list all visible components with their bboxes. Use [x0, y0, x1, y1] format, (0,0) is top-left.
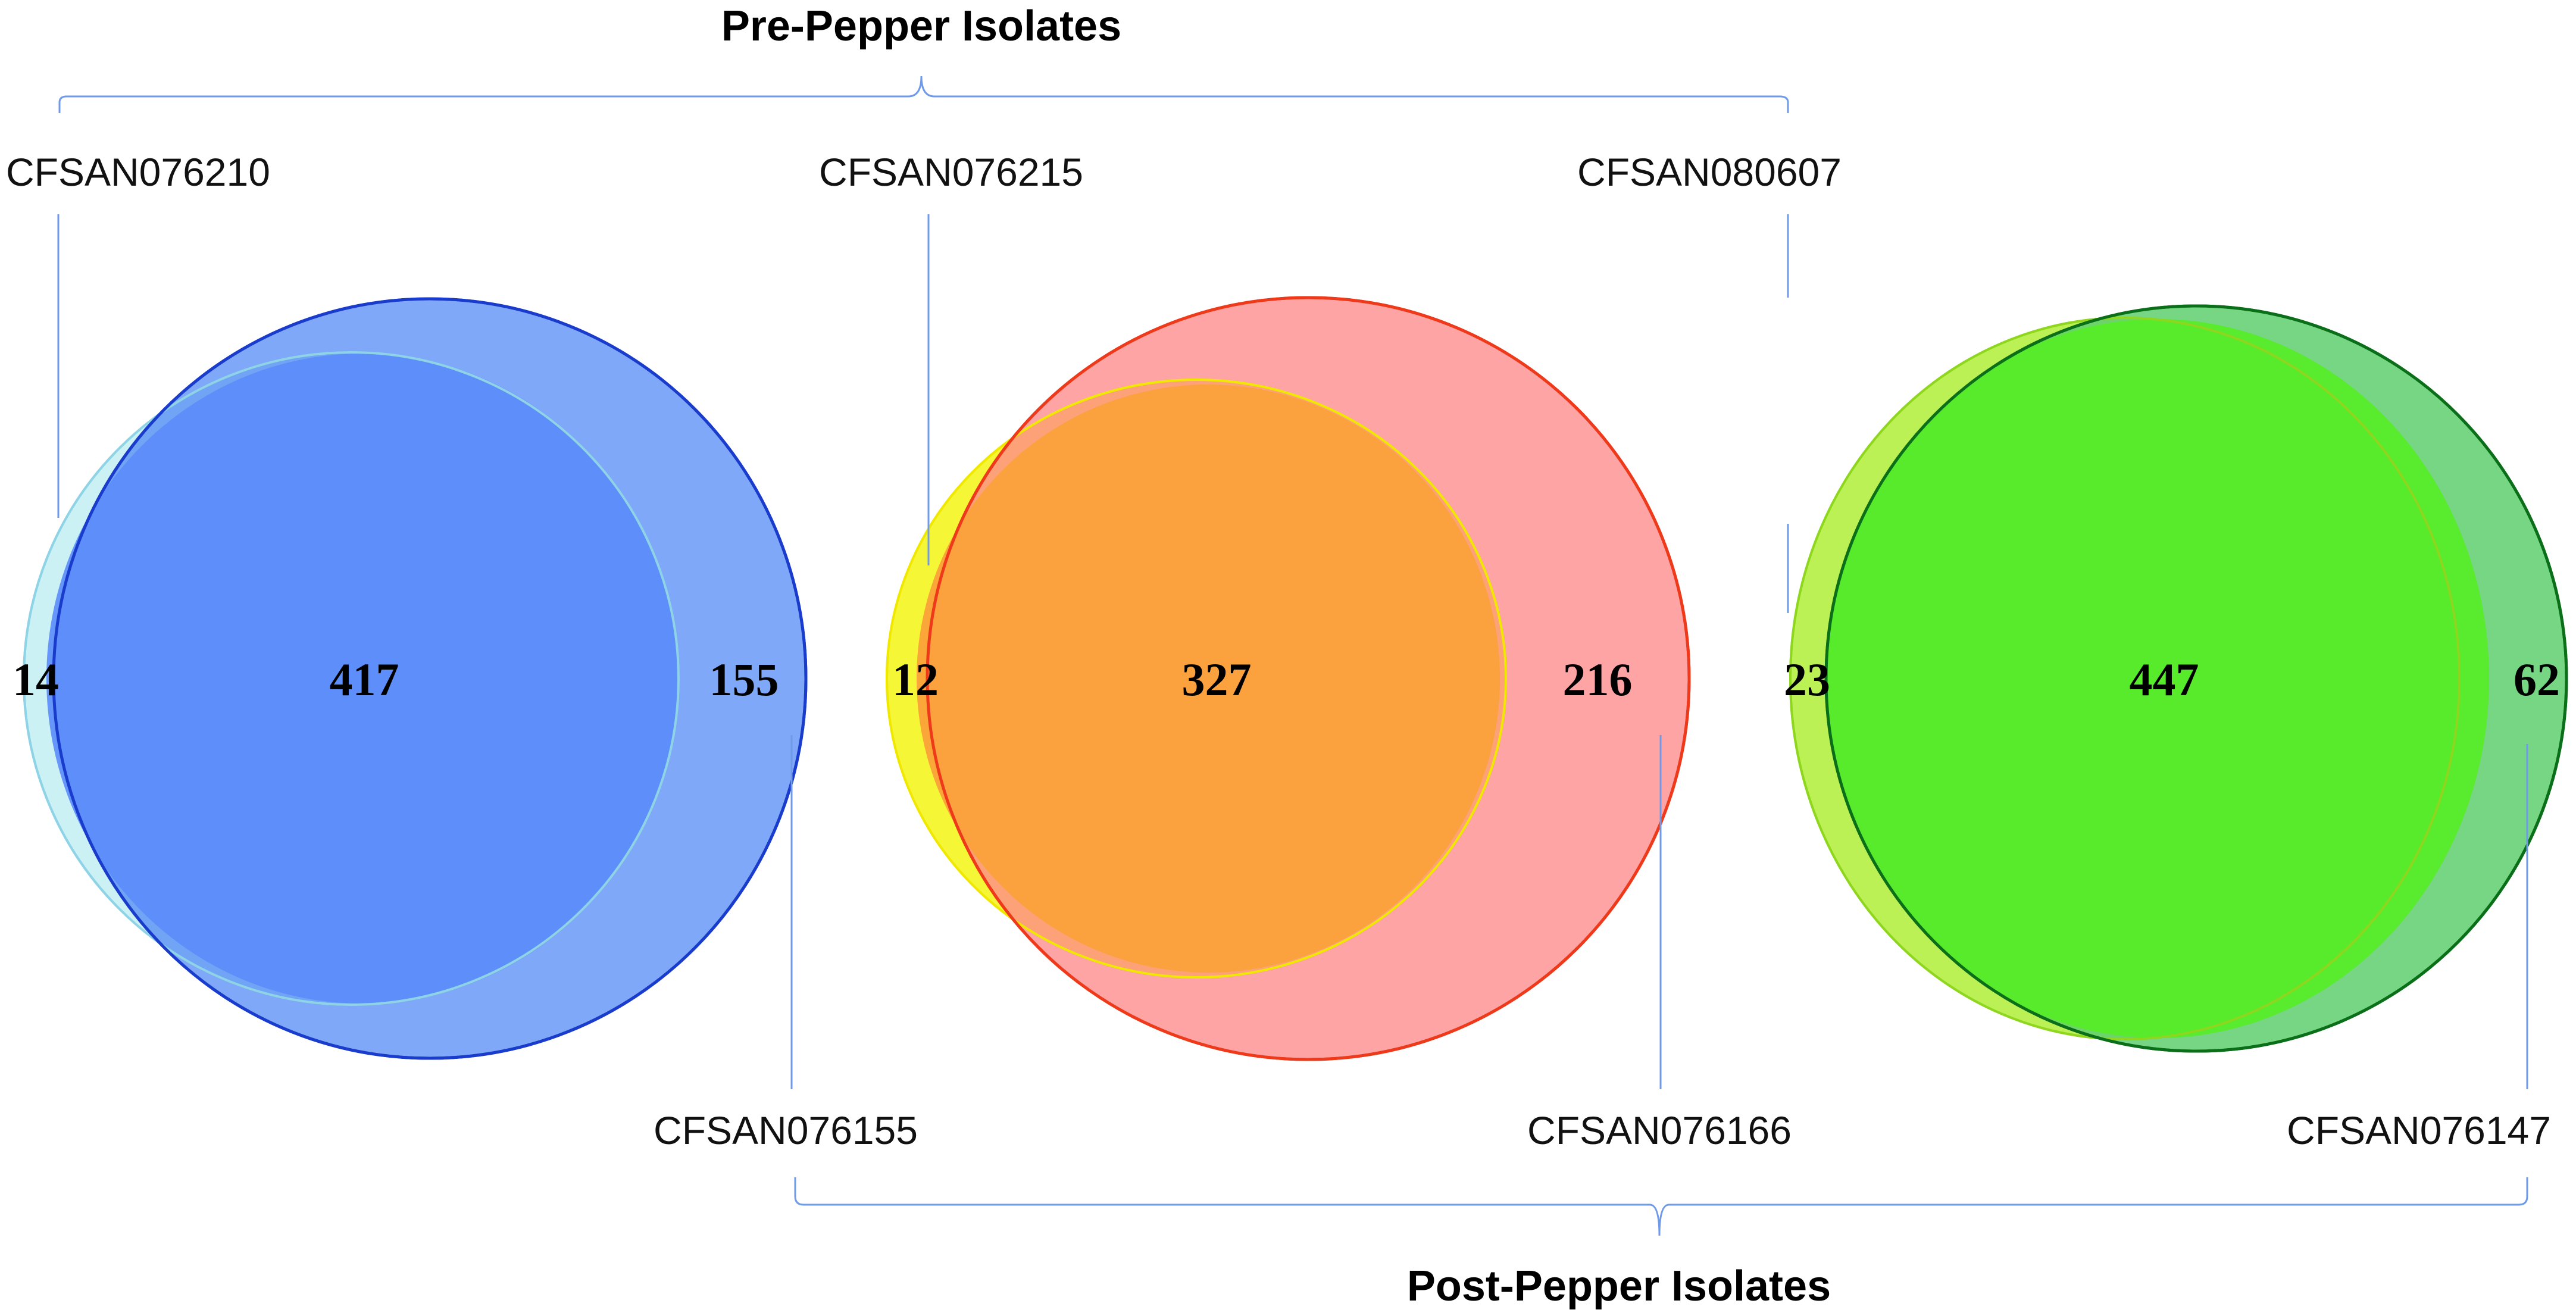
venn-1-post-isolate-label: CFSAN076155 — [654, 1108, 918, 1152]
venn-3-pre-isolate-label: CFSAN080607 — [1577, 150, 1842, 194]
venn-3-post-isolate-label: CFSAN076147 — [2287, 1108, 2551, 1152]
pre-pepper-title: Pre-Pepper Isolates — [721, 2, 1121, 50]
venn-1-shared-count: 417 — [330, 654, 399, 705]
venn-3-post-outline — [1824, 304, 2568, 1053]
venn-1-pre-only-count: 14 — [12, 654, 59, 705]
venn-2-overlap — [917, 385, 1500, 973]
venn-1-post-outline — [52, 297, 808, 1060]
pre-pepper-bracket — [58, 76, 1789, 113]
venn-3: 23 447 62 CFSAN080607 CFSAN076147 — [1577, 150, 2568, 1152]
venn-3-pre-only-count: 23 — [1784, 654, 1830, 705]
post-pepper-title: Post-Pepper Isolates — [1407, 1262, 1831, 1310]
venn-3-shared-count: 447 — [2130, 654, 2199, 705]
venn-3-overlap — [1827, 319, 2489, 1038]
venn-2-pre-isolate-label: CFSAN076215 — [819, 150, 1083, 194]
venn-1-pre-isolate-label: CFSAN076210 — [6, 150, 270, 194]
venn-3-pre-outline — [1789, 317, 2461, 1040]
post-pepper-bracket — [794, 1177, 2528, 1236]
venn-3-post-only-count: 62 — [2514, 654, 2560, 705]
venn-2-pre-outline — [886, 379, 1507, 979]
venn-2-post-only-count: 216 — [1563, 654, 1633, 705]
venn-2-shared-count: 327 — [1182, 654, 1252, 705]
venn-2-post-outline — [926, 296, 1691, 1061]
venn-1-overlap — [46, 354, 677, 1004]
venn-1-post-only-count: 155 — [709, 654, 779, 705]
venn-2-pre-only-count: 12 — [892, 654, 939, 705]
venn-2-post-isolate-label: CFSAN076166 — [1527, 1108, 1792, 1152]
venn-1-pre-outline — [23, 351, 680, 1006]
venn-2: 12 327 216 CFSAN076215 CFSAN076166 — [819, 150, 1792, 1152]
venn-1: 14 417 155 CFSAN076210 CFSAN076155 — [6, 150, 918, 1152]
